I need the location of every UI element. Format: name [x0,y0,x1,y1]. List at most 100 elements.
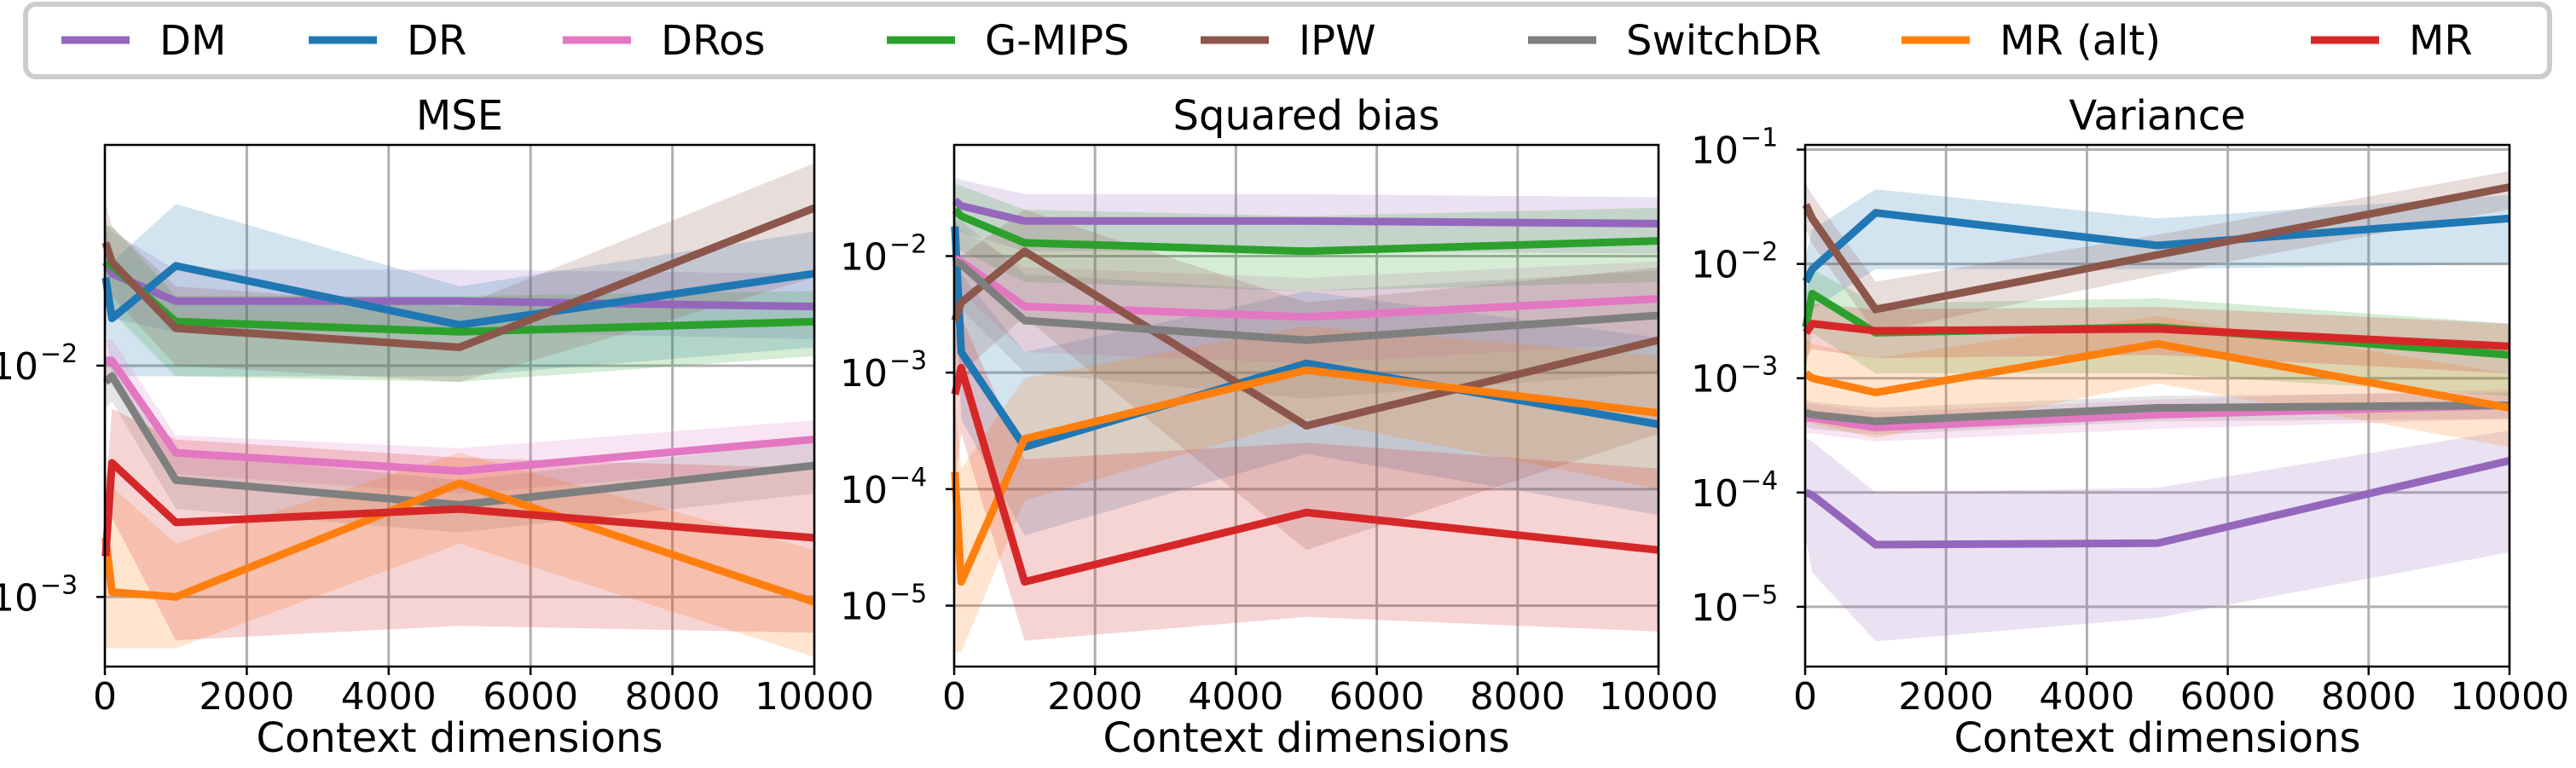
confidence-band [105,408,814,641]
series-line [951,363,1659,586]
x-axis-label: Context dimensions [1103,714,1510,762]
y-tick-label: 10 −4 [840,463,927,512]
y-tick-label: 10 −5 [1691,580,1778,630]
x-tick-label: 6000 [1329,675,1425,719]
legend-item: MR [2311,17,2473,65]
confidence-band [954,176,1658,254]
series-line [951,247,1660,430]
x-tick-label: 0 [942,675,966,719]
confidence-band [1805,430,2509,642]
y-tick-label: 10 −2 [840,229,927,279]
y-tick-exponent: −5 [1740,580,1778,610]
x-tick-label: 8000 [1470,675,1566,719]
x-tick-label: 0 [1793,675,1817,719]
plot-frame [1803,143,2511,668]
legend-item: DR [309,17,466,65]
legend-label: DRos [661,17,766,65]
y-tick-base: 10 [0,576,38,620]
y-tick-exponent: −3 [1740,352,1778,382]
y-tick-base: 10 [840,235,888,279]
x-tick-label: 8000 [2321,675,2417,719]
series-line [952,197,1659,228]
legend-frame [23,2,2552,79]
confidence-band [1805,303,2509,374]
y-tick-exponent: −2 [889,229,927,259]
plot-frame [103,143,816,668]
confidence-band [105,453,814,657]
y-tick-exponent: −2 [40,339,78,369]
x-tick-label: 10000 [1599,675,1718,719]
series-line [101,459,815,557]
confidence-band [954,210,1658,551]
confidence-band [954,221,1658,399]
y-tick-base: 10 [1691,244,1739,287]
panel-title: Squared bias [1173,92,1440,140]
x-tick-label: 4000 [1188,675,1283,719]
x-axis-label: Context dimensions [1954,714,2361,762]
series-line [1803,339,2510,412]
y-tick-label: 10 −3 [0,570,78,620]
y-tick-exponent: −3 [889,346,927,376]
y-tick-exponent: −2 [1740,238,1778,268]
y-tick-label: 10 −1 [1691,124,1778,173]
x-tick-label: 10000 [755,675,874,719]
series-line [1802,183,2510,314]
confidence-band [105,221,814,340]
y-tick-label: 10 −2 [1691,238,1778,287]
y-tick-label: 10 −2 [0,339,78,389]
y-tick-label: 10 −3 [840,346,927,396]
legend-item: G-MIPS [887,17,1130,65]
legend-item: SwitchDR [1528,17,1821,65]
y-tick-exponent: −4 [1740,466,1778,496]
confidence-band [954,316,1658,641]
y-tick-base: 10 [0,345,38,389]
y-tick-exponent: −3 [40,570,78,600]
y-tick-base: 10 [840,352,888,396]
x-tick-label: 4000 [341,675,437,719]
series-line [105,356,815,476]
series-line [1804,457,2511,549]
y-tick-label: 10 −5 [840,580,927,629]
legend-item: IPW [1201,17,1376,65]
series-line [952,257,1659,344]
x-tick-label: 2000 [1898,675,1994,719]
x-tick-label: 10000 [2450,675,2569,719]
y-tick-base: 10 [1691,130,1739,173]
legend-label: G-MIPS [985,17,1130,65]
y-tick-base: 10 [1691,358,1739,401]
x-tick-label: 6000 [483,675,578,719]
legend-label: MR (alt) [2000,17,2161,65]
legend-label: SwitchDR [1626,17,1821,65]
series-line [1803,320,2510,350]
confidence-band [954,326,1658,652]
x-tick-label: 4000 [2039,675,2134,719]
y-tick-exponent: −5 [889,580,927,609]
y-tick-base: 10 [840,469,888,512]
legend-item: DM [61,17,226,65]
x-tick-label: 8000 [625,675,721,719]
y-tick-base: 10 [840,586,888,629]
series-line [101,262,815,329]
series-line [1802,209,2510,284]
y-tick-exponent: −4 [889,463,927,493]
series-line [1804,401,2510,425]
series-line [951,366,1659,586]
series-line [102,372,815,509]
x-axis-label: Context dimensions [257,714,663,762]
legend-item: MR (alt) [1902,17,2161,65]
x-tick-label: 6000 [2180,675,2276,719]
y-tick-label: 10 −4 [1691,466,1778,516]
legend-label: IPW [1299,17,1376,65]
legend-label: DR [407,17,466,65]
series-line [101,204,816,351]
panel-title: MSE [416,92,503,140]
confidence-band [954,183,1658,292]
legend: DM DR DRos G-MIPS IPW SwitchDR MR (alt) MR [23,2,2552,79]
y-tick-label: 10 −3 [1691,352,1778,401]
panel-title: Variance [2069,92,2245,140]
y-tick-exponent: −1 [1740,124,1778,153]
